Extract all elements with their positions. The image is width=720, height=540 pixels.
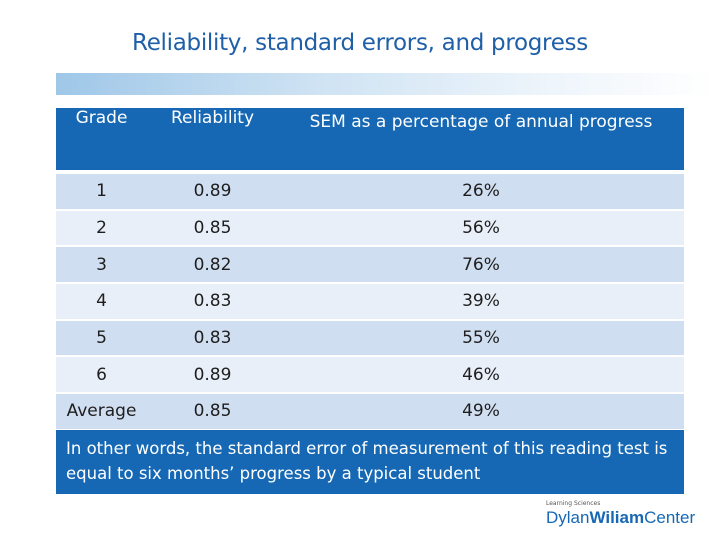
table-row-average: Average 0.85 49%	[56, 393, 684, 431]
title-gradient-bar	[56, 73, 716, 95]
cell-sem: 49%	[278, 393, 684, 431]
summary-callout: In other words, the standard error of me…	[56, 430, 684, 494]
header-sem: SEM as a percentage of annual progress	[278, 108, 684, 174]
dylan-wiliam-center-logo: Learning Sciences DylanWiliamCenter	[538, 500, 708, 536]
cell-reliability: 0.89	[147, 356, 278, 395]
cell-sem: 46%	[278, 356, 684, 395]
cell-reliability: 0.85	[147, 393, 278, 431]
logo-name-bold: Wiliam	[589, 508, 645, 527]
cell-grade: Average	[56, 393, 147, 431]
cell-reliability: 0.82	[147, 246, 278, 285]
logo-wordmark: DylanWiliamCenter	[546, 508, 695, 528]
header-grade: Grade	[56, 108, 147, 174]
logo-name-light: Dylan	[546, 508, 590, 527]
logo-tagline: Learning Sciences	[546, 500, 601, 507]
cell-grade: 3	[56, 246, 147, 285]
table-row: 6 0.89 46%	[56, 356, 684, 395]
cell-reliability: 0.89	[147, 172, 278, 211]
cell-grade: 2	[56, 209, 147, 248]
table-header-row: Grade Reliability SEM as a percentage of…	[56, 108, 684, 174]
table-row: 2 0.85 56%	[56, 209, 684, 248]
cell-reliability: 0.85	[147, 209, 278, 248]
cell-grade: 4	[56, 283, 147, 321]
table-row: 3 0.82 76%	[56, 246, 684, 285]
cell-grade: 5	[56, 319, 147, 358]
slide-title: Reliability, standard errors, and progre…	[132, 30, 588, 56]
table-row: 1 0.89 26%	[56, 172, 684, 211]
cell-grade: 6	[56, 356, 147, 395]
cell-grade: 1	[56, 172, 147, 211]
cell-reliability: 0.83	[147, 319, 278, 358]
cell-sem: 56%	[278, 209, 684, 248]
data-table: Grade Reliability SEM as a percentage of…	[56, 108, 684, 431]
cell-sem: 76%	[278, 246, 684, 285]
cell-sem: 26%	[278, 172, 684, 211]
table-row: 5 0.83 55%	[56, 319, 684, 358]
header-reliability: Reliability	[147, 108, 278, 174]
cell-sem: 39%	[278, 283, 684, 321]
cell-sem: 55%	[278, 319, 684, 358]
cell-reliability: 0.83	[147, 283, 278, 321]
logo-name-suffix: Center	[644, 508, 696, 527]
table-row: 4 0.83 39%	[56, 283, 684, 321]
